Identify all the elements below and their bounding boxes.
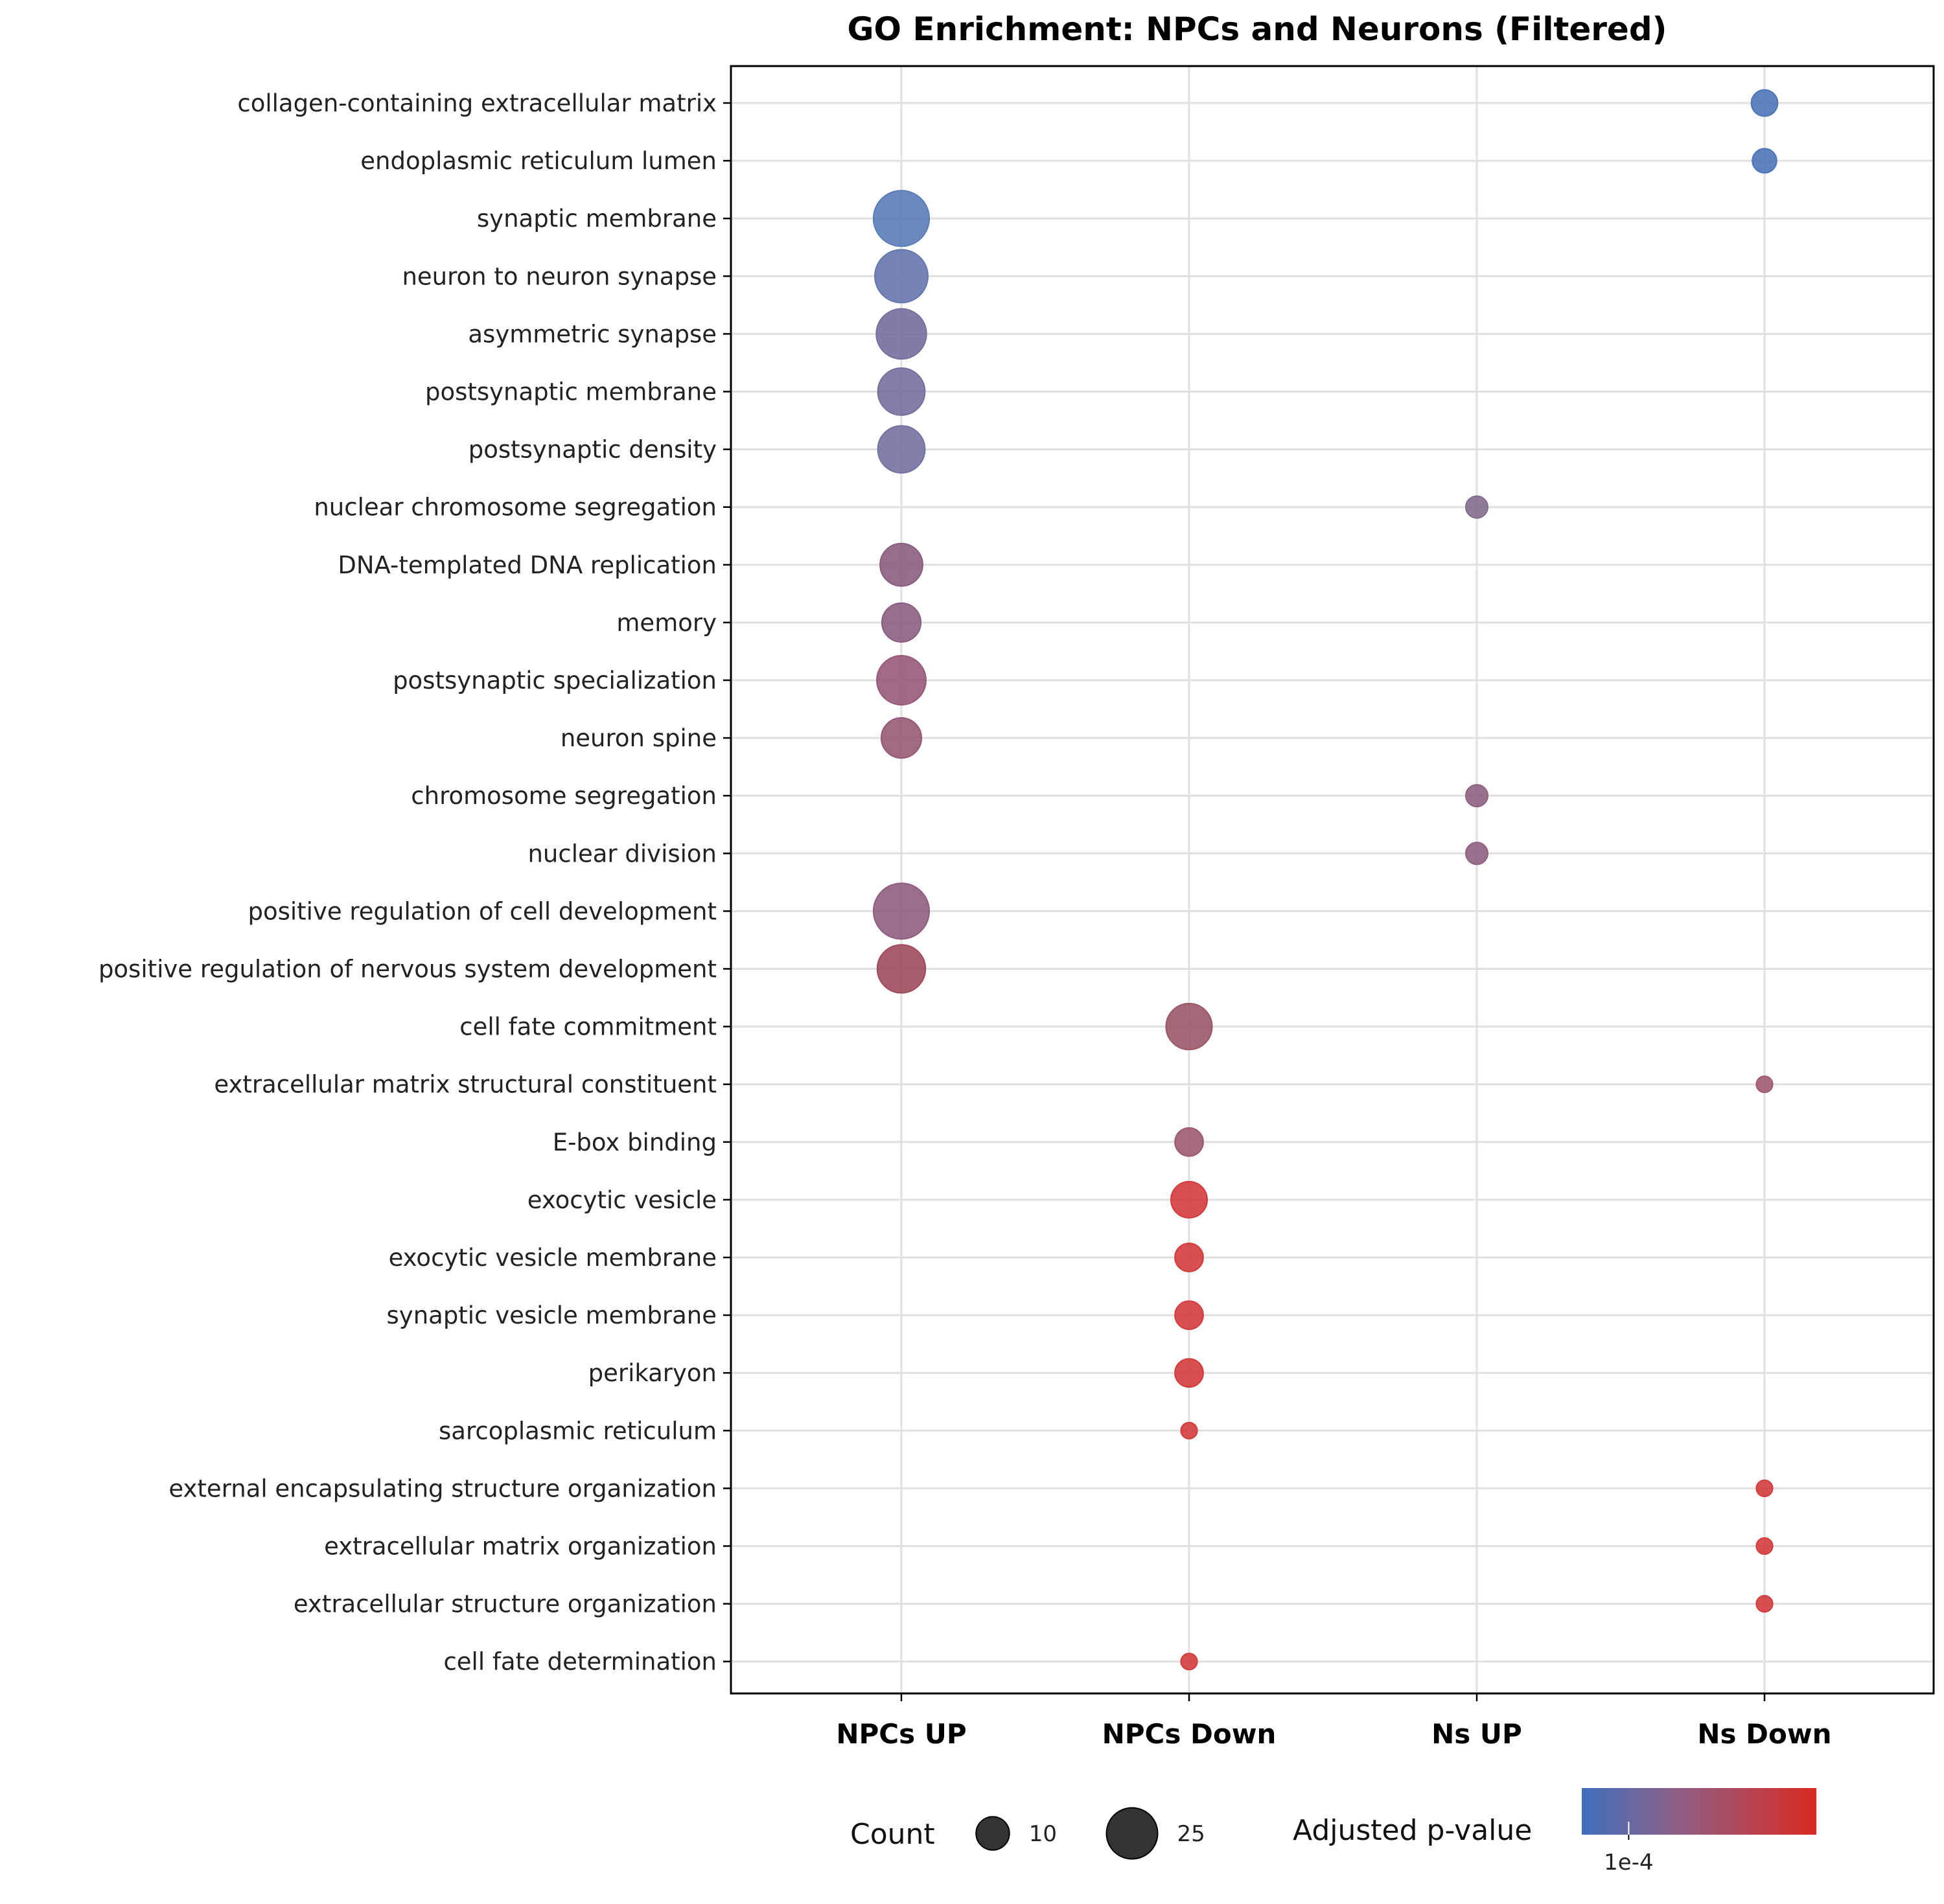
- data-point: [1170, 1180, 1208, 1219]
- data-point: [1750, 89, 1779, 117]
- y-tick-label: chromosome segregation: [411, 782, 717, 810]
- data-point: [1465, 842, 1488, 866]
- x-axis-ticks: NPCs UP NPCs Down Ns UP Ns Down: [836, 1693, 1832, 1750]
- y-tick-label: perikaryon: [588, 1359, 717, 1387]
- chart-title: GO Enrichment: NPCs and Neurons (Filtere…: [848, 10, 1667, 48]
- data-point: [1465, 495, 1488, 519]
- y-tick-label: synaptic membrane: [477, 205, 717, 233]
- y-tick-label: asymmetric synapse: [468, 320, 717, 348]
- x-tick-label: NPCs UP: [836, 1718, 966, 1750]
- data-point: [1752, 148, 1777, 174]
- data-point: [876, 655, 927, 705]
- x-tick-label: NPCs Down: [1102, 1718, 1277, 1750]
- data-point: [1755, 1594, 1774, 1613]
- data-point: [1755, 1075, 1774, 1094]
- y-tick-label: neuron to neuron synapse: [402, 262, 717, 290]
- data-points: [872, 89, 1779, 1671]
- data-point: [1165, 1003, 1213, 1051]
- y-tick-label: nuclear chromosome segregation: [314, 494, 717, 522]
- color-legend-bar: [1582, 1788, 1816, 1835]
- y-tick-label: cell fate determination: [443, 1648, 717, 1676]
- data-point: [1174, 1243, 1204, 1272]
- y-tick-label: positive regulation of nervous system de…: [98, 956, 717, 983]
- data-point: [1755, 1537, 1774, 1555]
- data-point: [880, 717, 923, 759]
- size-legend-circle: [1105, 1807, 1159, 1860]
- data-point: [877, 425, 926, 474]
- size-legend-title: Count: [850, 1818, 935, 1851]
- y-tick-label: DNA-templated DNA replication: [338, 551, 717, 579]
- y-tick-label: exocytic vesicle: [527, 1186, 717, 1214]
- data-point: [874, 249, 929, 304]
- data-point: [1465, 784, 1488, 808]
- x-tick-label: Ns Down: [1697, 1718, 1831, 1750]
- data-point: [1180, 1421, 1198, 1439]
- legend: Count 10 25 Adjusted p-value 1e-4: [850, 1788, 1816, 1875]
- y-tick-label: positive regulation of cell development: [248, 897, 717, 925]
- y-axis-ticks: collagen-containing extracellular matrix…: [98, 89, 731, 1676]
- size-legend-items: 10 25: [975, 1807, 1205, 1860]
- y-tick-label: sarcoplasmic reticulum: [439, 1417, 717, 1445]
- y-tick-label: endoplasmic reticulum lumen: [360, 147, 717, 175]
- data-point: [872, 190, 931, 247]
- data-point: [1180, 1653, 1198, 1671]
- x-tick-label: Ns UP: [1431, 1718, 1522, 1750]
- y-tick-label: postsynaptic density: [469, 436, 717, 464]
- data-point: [877, 367, 926, 416]
- size-legend-label: 25: [1177, 1821, 1205, 1847]
- data-point: [1174, 1127, 1204, 1157]
- size-legend-label: 10: [1029, 1821, 1057, 1847]
- y-tick-label: nuclear division: [527, 840, 717, 867]
- y-tick-label: extracellular structure organization: [294, 1590, 717, 1618]
- y-tick-label: cell fate commitment: [459, 1013, 717, 1041]
- plot-frame: [730, 65, 1935, 1695]
- y-tick-label: collagen-containing extracellular matrix: [237, 89, 717, 117]
- data-point: [876, 944, 927, 994]
- y-tick-label: E-box binding: [553, 1129, 717, 1156]
- data-point: [1174, 1300, 1204, 1330]
- y-tick-label: postsynaptic specialization: [393, 667, 717, 694]
- data-point: [881, 602, 922, 643]
- color-legend-title: Adjusted p-value: [1293, 1814, 1532, 1847]
- y-tick-label: synaptic vesicle membrane: [387, 1302, 717, 1329]
- data-point: [872, 882, 931, 940]
- y-tick-label: extracellular matrix organization: [324, 1533, 717, 1561]
- y-tick-label: external encapsulating structure organiz…: [168, 1474, 717, 1502]
- data-point: [1174, 1358, 1204, 1388]
- grid-lines: [731, 66, 1934, 1693]
- data-point: [875, 308, 927, 360]
- y-tick-label: extracellular matrix structural constitu…: [214, 1071, 717, 1099]
- y-tick-label: exocytic vesicle membrane: [389, 1244, 717, 1272]
- size-legend-circle: [975, 1816, 1010, 1851]
- data-point: [879, 542, 923, 587]
- color-legend-tick-label: 1e-4: [1604, 1850, 1653, 1875]
- y-tick-label: memory: [616, 609, 717, 637]
- data-point: [1755, 1479, 1774, 1498]
- y-tick-label: postsynaptic membrane: [425, 378, 717, 406]
- y-tick-label: neuron spine: [561, 724, 717, 752]
